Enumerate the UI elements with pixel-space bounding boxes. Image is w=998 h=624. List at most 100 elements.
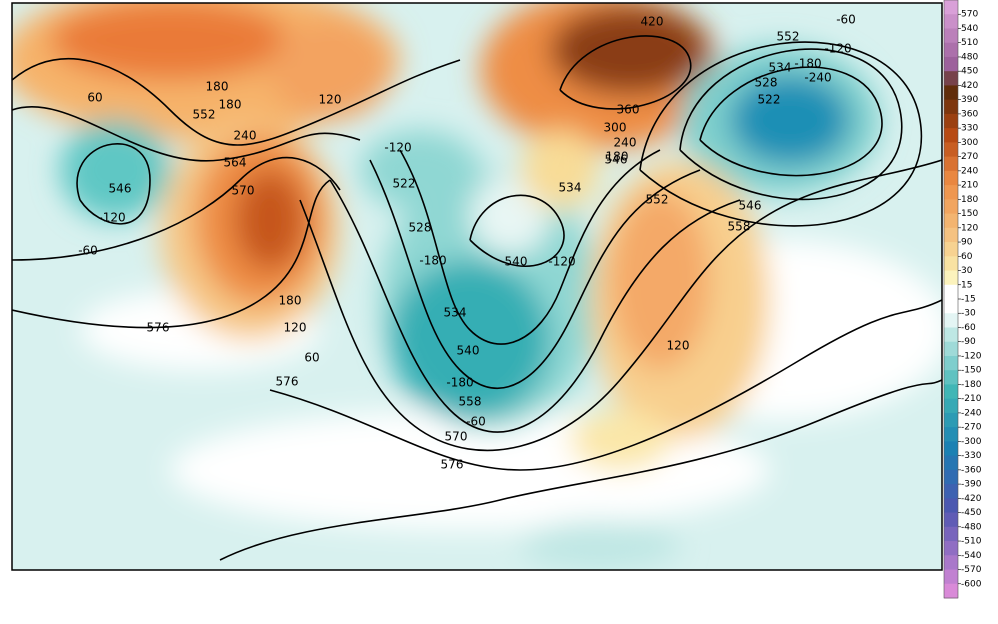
anomaly-shading bbox=[12, 3, 942, 570]
colorbar-swatch bbox=[944, 113, 958, 129]
contour-label: 240 bbox=[234, 129, 257, 143]
contour bbox=[469, 194, 565, 267]
contour bbox=[399, 149, 661, 345]
colorbar-label: -330 bbox=[961, 451, 982, 461]
contour-label: -180 bbox=[446, 376, 473, 390]
colorbar: 570 540 510 480 450 420 390 360 330 300 270 240 210 1… bbox=[943, 0, 982, 599]
colorbar-swatch bbox=[944, 28, 958, 44]
colorbar-label: 330 bbox=[961, 124, 978, 134]
colorbar-label: 450 bbox=[961, 67, 978, 77]
contour-label: 60 bbox=[304, 351, 319, 365]
contour-label: 540 bbox=[457, 344, 480, 358]
colorbar-label: -90 bbox=[961, 337, 976, 347]
colorbar-label: 150 bbox=[961, 209, 978, 219]
colorbar-swatch bbox=[944, 569, 958, 585]
colorbar-swatch bbox=[944, 512, 958, 528]
colorbar-swatch bbox=[944, 242, 958, 257]
map-area bbox=[12, 3, 942, 570]
contour bbox=[699, 66, 883, 177]
contour-label: 534 bbox=[444, 306, 467, 320]
colorbar-swatch bbox=[944, 412, 958, 428]
contour-label: 552 bbox=[777, 30, 800, 44]
contour bbox=[559, 35, 692, 110]
colorbar-label: -570 bbox=[961, 565, 982, 575]
contour-label: 576 bbox=[276, 375, 299, 389]
contour-label: 522 bbox=[393, 177, 416, 191]
colorbar-label: -30 bbox=[961, 309, 976, 319]
contour-label: 180 bbox=[606, 150, 629, 164]
contour-label: -60 bbox=[836, 13, 856, 27]
contour bbox=[76, 143, 151, 225]
contour-label: 180 bbox=[279, 294, 302, 308]
contour-label: -60 bbox=[78, 244, 98, 258]
colorbar-label: -480 bbox=[961, 522, 982, 532]
contour-labels: 60552180180240564570546-120-605761801206… bbox=[78, 13, 856, 472]
contour bbox=[12, 156, 341, 261]
colorbar-swatch bbox=[944, 227, 958, 243]
contour-label: 546 bbox=[739, 199, 762, 213]
colorbar-swatch bbox=[944, 341, 958, 357]
contour-label: 576 bbox=[147, 321, 170, 335]
contour-label: 300 bbox=[604, 121, 627, 135]
contour-label: 180 bbox=[206, 80, 229, 94]
colorbar-swatch bbox=[944, 327, 958, 343]
contour-label: 528 bbox=[755, 76, 778, 90]
colorbar-swatch bbox=[944, 14, 958, 29]
contour-label: -120 bbox=[384, 141, 411, 155]
colorbar-swatch bbox=[944, 427, 958, 442]
contour-label: 528 bbox=[409, 221, 432, 235]
contour-label: 552 bbox=[193, 108, 216, 122]
colorbar-label: -60 bbox=[961, 323, 976, 333]
colorbar-label: -300 bbox=[961, 437, 982, 447]
colorbar-label: -150 bbox=[961, 366, 982, 376]
contour-label: 534 bbox=[559, 181, 582, 195]
contour-label: 522 bbox=[758, 93, 781, 107]
contour-label: 534 bbox=[769, 61, 792, 75]
contour-label: 240 bbox=[614, 136, 637, 150]
colorbar-swatch bbox=[944, 42, 958, 58]
contour-label: 558 bbox=[459, 395, 482, 409]
contour-label: 540 bbox=[505, 255, 528, 269]
colorbar-swatch bbox=[944, 99, 958, 115]
colorbar-label: 540 bbox=[961, 24, 978, 34]
colorbar-label: -360 bbox=[961, 465, 982, 475]
colorbar-swatch bbox=[944, 384, 958, 400]
colorbar-swatch bbox=[944, 0, 958, 15]
colorbar-label: 300 bbox=[961, 138, 978, 148]
contour-label: 570 bbox=[445, 430, 468, 444]
contour-label: 120 bbox=[284, 321, 307, 335]
height-contours bbox=[12, 35, 942, 561]
colorbar-swatch bbox=[944, 170, 958, 186]
colorbar-swatch bbox=[944, 313, 958, 328]
contour-label: -240 bbox=[804, 71, 831, 85]
colorbar-label: 570 bbox=[961, 10, 978, 20]
colorbar-label: 90 bbox=[961, 238, 973, 248]
contour-label: -60 bbox=[466, 415, 486, 429]
colorbar-swatch bbox=[944, 270, 958, 286]
contour bbox=[12, 179, 331, 329]
colorbar-label: 60 bbox=[961, 252, 973, 262]
contour-label: 60 bbox=[87, 91, 102, 105]
colorbar-swatch bbox=[944, 156, 958, 172]
colorbar-swatch bbox=[944, 398, 958, 414]
contour-label: -180 bbox=[794, 57, 821, 71]
colorbar-label: -540 bbox=[961, 551, 982, 561]
colorbar-label: -180 bbox=[961, 380, 982, 390]
colorbar-swatch bbox=[944, 56, 958, 72]
colorbar-label: 480 bbox=[961, 52, 978, 62]
colorbar-label: 240 bbox=[961, 166, 978, 176]
colorbar-swatch bbox=[944, 455, 958, 471]
colorbar-swatch bbox=[944, 498, 958, 514]
contour bbox=[369, 159, 701, 389]
colorbar-label: -420 bbox=[961, 494, 982, 504]
colorbar-swatch bbox=[944, 541, 958, 556]
colorbar-label: -390 bbox=[961, 480, 982, 490]
colorbar-swatch bbox=[944, 555, 958, 571]
contour bbox=[12, 106, 361, 162]
contour-label: 552 bbox=[646, 193, 669, 207]
colorbar-label: -240 bbox=[961, 408, 982, 418]
colorbar-label: -510 bbox=[961, 537, 982, 547]
contour-label: -120 bbox=[98, 211, 125, 225]
map-frame bbox=[11, 2, 943, 571]
